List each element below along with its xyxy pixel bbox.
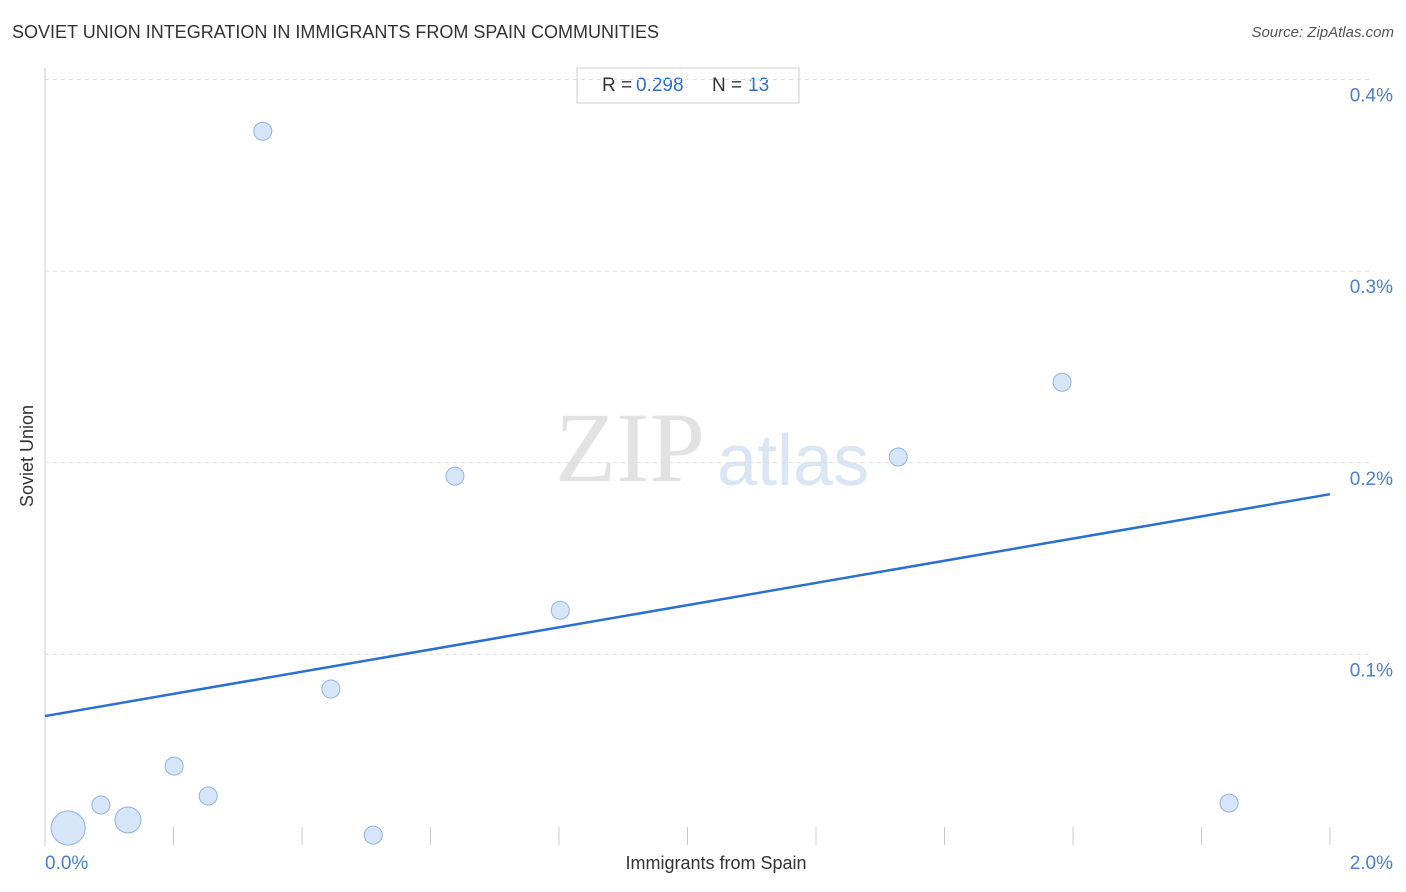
r-value: 0.298 [636,75,684,96]
point [321,679,341,699]
point [253,121,273,141]
point [1219,793,1239,813]
chart-title: SOVIET UNION INTEGRATION IN IMMIGRANTS F… [12,22,659,42]
point [445,466,465,486]
x-tick-label: 0.0% [45,853,88,874]
point [888,447,908,467]
stats-box [576,67,800,104]
watermark: atlas [717,421,869,501]
trend-line [44,492,1331,718]
point [114,806,142,834]
y-tick-label: 0.2% [1350,469,1393,490]
source: Source: ZipAtlas.com [1251,24,1394,41]
point [550,600,570,620]
x-tick-label: 2.0% [1350,853,1393,874]
n-label: N = [712,75,742,96]
point [1052,372,1072,392]
watermark: ZIP [555,392,705,503]
y-tick-label: 0.1% [1350,660,1393,681]
point [198,786,218,806]
n-value: 13 [748,75,769,96]
y-tick-label: 0.3% [1350,277,1393,298]
point [164,756,184,776]
y-axis-label: Soviet Union [17,405,37,507]
x-axis-label: Immigrants from Spain [625,853,806,873]
r-label: R = [602,75,632,96]
point [91,795,111,815]
point [363,825,383,845]
point [50,810,86,846]
y-tick-label: 0.4% [1350,86,1393,107]
